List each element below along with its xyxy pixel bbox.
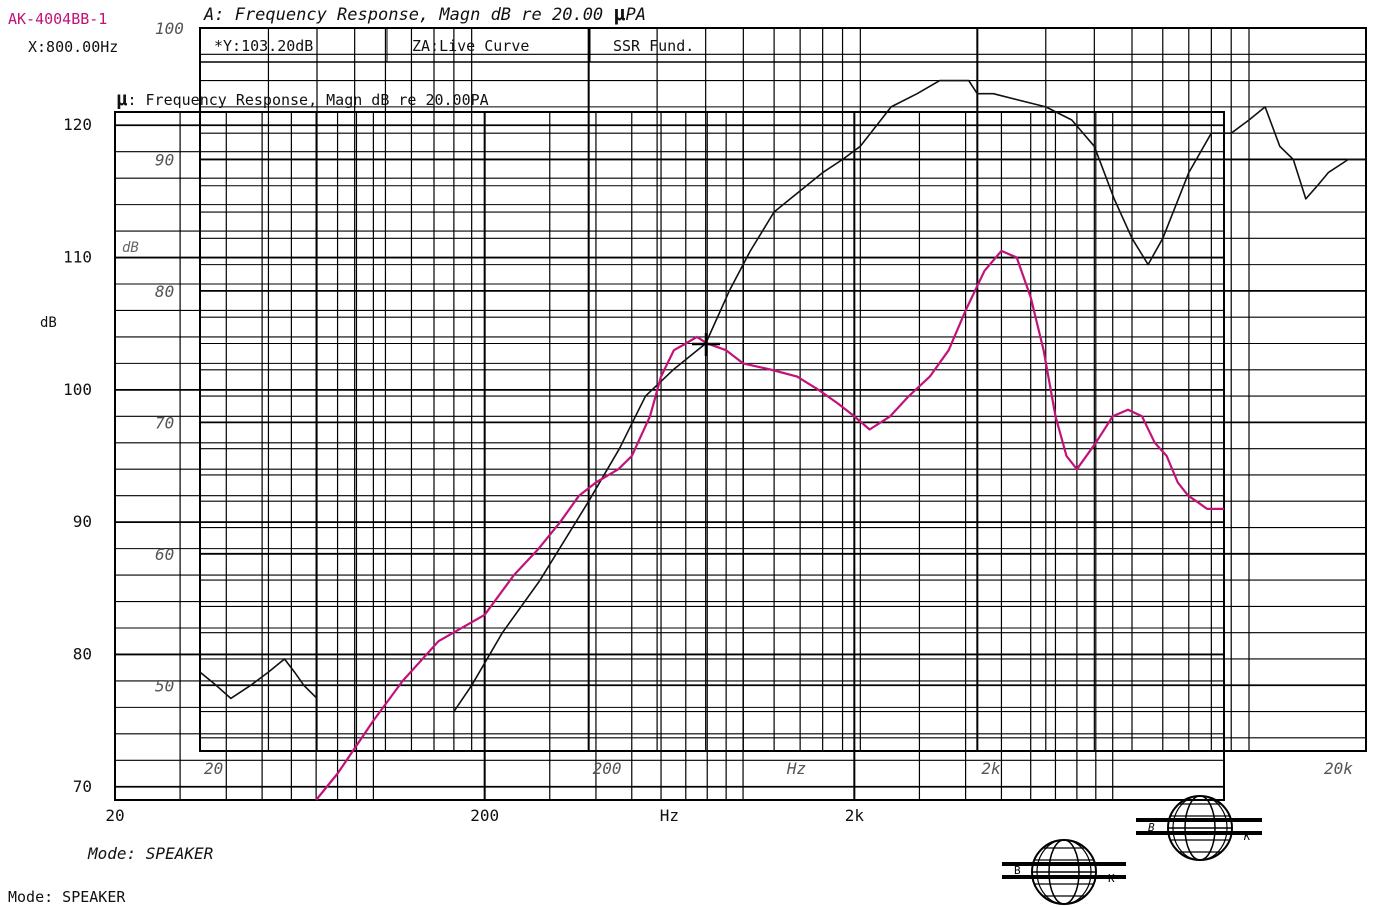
panel-b-title: μ: Frequency Response, Magn dB re 20.00P… [116,88,489,110]
cursor-marker[interactable] [692,333,720,356]
panel-b-y-tick-label: 100 [63,380,92,399]
panel-b-mode-label: Mode: SPEAKER [8,888,126,906]
panel-a-curve-segment [453,79,1366,713]
svg-text:K: K [1108,872,1115,885]
bk-logo-bottom: B K [1002,839,1126,905]
panel-b-grid [114,111,1225,801]
device-id: AK-4004BB-1 [8,10,107,28]
panel-b-frame [114,111,1225,801]
panel-b-x-tick-label: 2k [845,806,865,825]
panel-a-y-axis-label: dB [122,240,139,256]
panel-a-y-tick-label: 50 [155,676,174,695]
panel-a-title: A: Frequency Response, Magn dB re 20.00 … [203,1,646,25]
panel-a-y-tick-label: 90 [155,150,174,169]
panel-a-y-tick-label: 100 [155,19,184,38]
panel-a-x-tick-label: Hz [786,759,806,778]
panel-b-y-axis-label: dB [40,315,57,331]
panel-a-curve-segment [199,658,318,700]
panel-b-x-tick-label: 200 [470,806,499,825]
panel-a-info-row: *Y:103.20dB ZA:Live Curve SSR Fund. [200,28,1366,63]
za-live-curve-label: ZA:Live Curve [412,37,529,55]
curves [199,79,1366,801]
panel-b-y-tick-label: 80 [73,644,92,663]
panel-b-y-tick-label: 120 [63,115,92,134]
panel-b-x-tick-label: 20 [105,806,124,825]
svg-text:B: B [1148,821,1155,834]
panel-b-curve-segment [315,249,1224,801]
panel-b-y-tick-label: 70 [73,777,92,796]
panel-a-y-tick-label: 60 [155,545,174,564]
tick-labels: 50 60 70 80 90 100 20 200 Hz 2k 20k 70 80 90 100 110 120… [63,19,1353,825]
panel-a-x-tick-label: 20k [1324,759,1353,778]
panel-b-x-tick-label: Hz [660,806,679,825]
panel-a-x-tick-label: 2k [981,759,1001,778]
panel-a-x-tick-label: 20 [204,759,223,778]
panel-a-y-tick-label: 80 [155,282,174,301]
svg-text:B: B [1014,864,1021,877]
ssr-fund-label: SSR Fund. [613,37,694,55]
cursor-y-readout: *Y:103.20dB [214,37,313,55]
panel-b-y-tick-label: 90 [73,512,92,531]
panel-a-mode-label: Mode: SPEAKER [87,844,213,863]
bk-logo-top: B K [1136,795,1262,861]
panel-a-y-tick-label: 70 [155,413,174,432]
panel-a-x-tick-label: 200 [593,759,622,778]
svg-text:K: K [1243,830,1252,843]
cursor-x-readout: X:800.00Hz [28,38,118,56]
panel-b-y-tick-label: 110 [63,248,92,267]
